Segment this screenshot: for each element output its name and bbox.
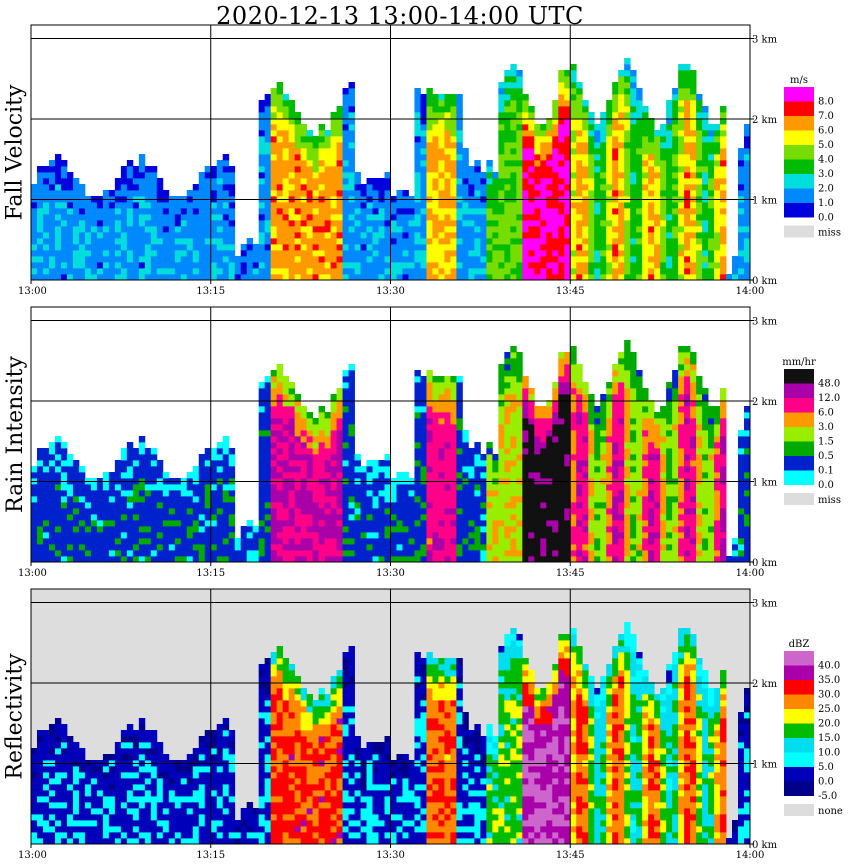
x-tick-label: 14:00: [736, 850, 765, 861]
legend-label: 3.0: [818, 169, 834, 180]
x-tick-label: 13:00: [18, 568, 47, 579]
legend-swatch: [784, 665, 814, 680]
legend-label: 5.0: [818, 762, 834, 773]
legend-label: 48.0: [818, 379, 840, 390]
x-tick-label: 13:30: [376, 568, 405, 579]
legend-label: -5.0: [818, 791, 837, 802]
legend-swatch: [784, 174, 814, 189]
legend-label: 6.0: [818, 408, 834, 419]
x-tick-label: 14:00: [736, 568, 765, 579]
legend-label-missing: miss: [818, 228, 841, 239]
legend-swatch: [784, 767, 814, 782]
legend-swatch: [784, 738, 814, 753]
legend-swatch: [784, 752, 814, 767]
legend-label: 7.0: [818, 111, 834, 122]
legend-label: 35.0: [818, 675, 840, 686]
y-tick-label: 2 km: [752, 679, 778, 690]
legend-label: 30.0: [818, 690, 840, 701]
legend-label: 2.0: [818, 184, 834, 195]
legend-swatch: [784, 680, 814, 695]
x-tick-label: 13:30: [376, 286, 405, 297]
legend-label: 40.0: [818, 661, 840, 672]
legend-swatch: [784, 188, 814, 203]
x-tick-label: 13:15: [196, 286, 225, 297]
y-tick-label: 1 km: [752, 478, 778, 489]
legend-swatch: [784, 723, 814, 738]
legend-swatch: [784, 398, 814, 413]
x-tick-label: 14:00: [736, 286, 765, 297]
heatmap-cells: [31, 340, 751, 563]
legend-swatch: [784, 203, 814, 218]
legend-label: 1.5: [818, 437, 834, 448]
legend-label: 0.0: [818, 777, 834, 788]
legend-label-missing: miss: [818, 495, 841, 506]
panel-fall-velocity: 0 km 1 km 2 km 3 km 13:00 13:15 13:30 13:45 14:0…: [18, 24, 841, 297]
legend-label: 1.0: [818, 198, 834, 209]
y-tick-label: 3 km: [752, 599, 778, 610]
legend-swatch-missing: [784, 804, 814, 816]
panel-rain-intensity: 0 km 1 km 2 km 3 km 13:00 13:15 13:30 13:45 14:0…: [18, 306, 841, 579]
legend-swatch-missing: [784, 493, 814, 505]
legend-swatch: [784, 101, 814, 116]
legend-swatch: [784, 456, 814, 471]
legend-swatch: [784, 441, 814, 456]
legend-swatch: [784, 651, 814, 666]
legend-label: 15.0: [818, 733, 840, 744]
legend-label: 12.0: [818, 393, 840, 404]
legend-unit: m/s: [790, 75, 808, 86]
x-tick-label: 13:45: [556, 850, 585, 861]
heatmap-cells: [31, 622, 751, 845]
legend-label: 8.0: [818, 97, 834, 108]
legend-swatch: [784, 383, 814, 398]
legend-swatch: [784, 159, 814, 174]
x-tick-label: 13:45: [556, 286, 585, 297]
legend-swatch: [784, 130, 814, 145]
legend-swatch: [784, 145, 814, 160]
y-tick-label: 0 km: [752, 840, 778, 851]
heatmap-cells: [31, 58, 751, 281]
legend-label: 5.0: [818, 140, 834, 151]
legend-swatch: [784, 470, 814, 485]
y-tick-label: 0 km: [752, 276, 778, 287]
legend-swatch-missing: [784, 225, 814, 238]
legend-swatch: [784, 412, 814, 427]
x-tick-label: 13:30: [376, 850, 405, 861]
legend-label: 0.1: [818, 466, 834, 477]
y-tick-label: 3 km: [752, 35, 778, 46]
y-tick-label: 2 km: [752, 115, 778, 126]
legend-swatch: [784, 427, 814, 442]
legend-label: 0.0: [818, 213, 834, 224]
x-tick-label: 13:15: [196, 568, 225, 579]
panel-reflectivity: 0 km 1 km 2 km 3 km 13:00 13:15 13:30 13:45 14:0…: [18, 588, 843, 861]
y-tick-label: 3 km: [752, 317, 778, 328]
legend-label: 0.0: [818, 480, 834, 491]
legend-label: 4.0: [818, 155, 834, 166]
legend-swatch: [784, 694, 814, 709]
x-tick-label: 13:45: [556, 568, 585, 579]
legend-label: 10.0: [818, 748, 840, 759]
legend-label: 6.0: [818, 126, 834, 137]
x-tick-label: 13:15: [196, 850, 225, 861]
legend-unit: dBZ: [789, 639, 810, 650]
y-tick-label: 1 km: [752, 760, 778, 771]
legend-label: 3.0: [818, 422, 834, 433]
legend-label: 0.5: [818, 451, 834, 462]
legend-label: 25.0: [818, 704, 840, 715]
legend-swatch: [784, 709, 814, 724]
legend-swatch: [784, 369, 814, 384]
y-tick-label: 0 km: [752, 558, 778, 569]
legend-label: 20.0: [818, 719, 840, 730]
legend-swatch: [784, 781, 814, 796]
legend-swatch: [784, 87, 814, 102]
legend-label-missing: none: [818, 806, 843, 817]
y-tick-label: 2 km: [752, 397, 778, 408]
x-tick-label: 13:00: [18, 286, 47, 297]
legend-swatch: [784, 116, 814, 131]
legend-unit: mm/hr: [782, 357, 816, 368]
y-tick-label: 1 km: [752, 196, 778, 207]
x-tick-label: 13:00: [18, 850, 47, 861]
